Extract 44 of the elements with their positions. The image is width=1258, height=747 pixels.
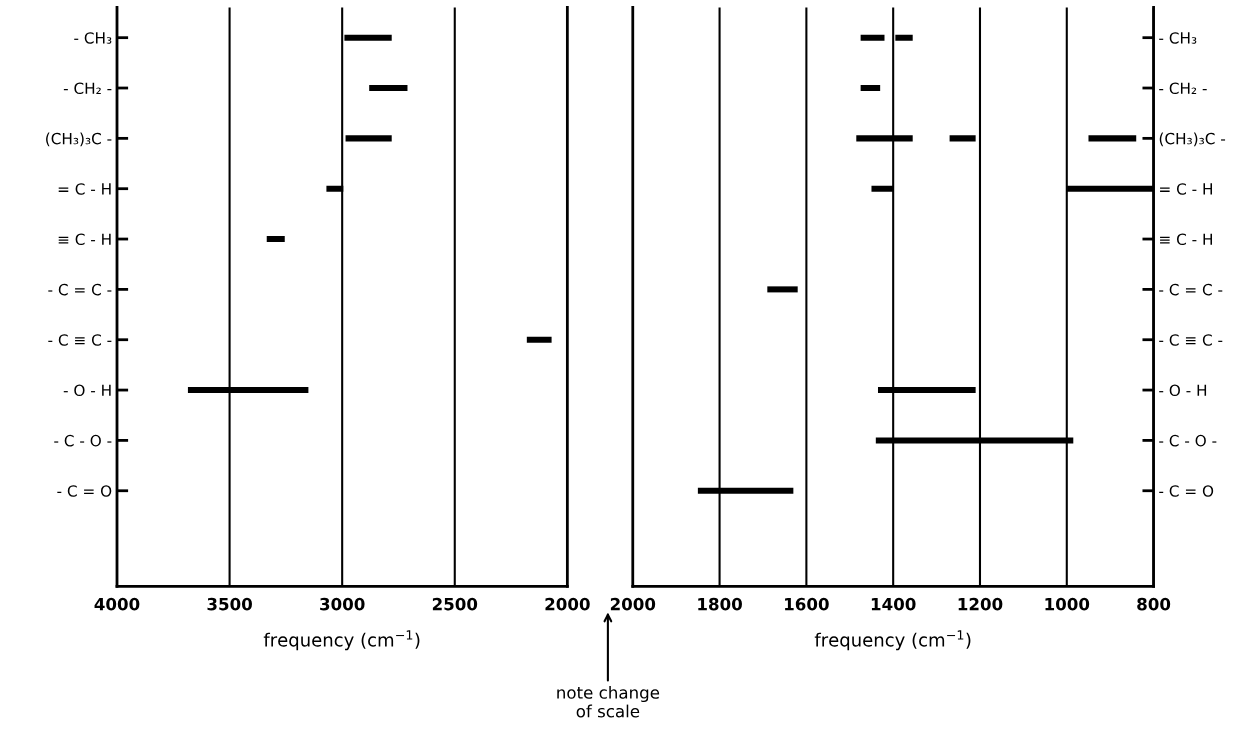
- y-tick-label: - C = C -: [48, 283, 112, 296]
- bar: [266, 236, 285, 243]
- text: note change of scale: [557, 685, 660, 718]
- y-tick-label: - CH₂ -: [63, 82, 112, 95]
- y-tick-label: ≡ C - H: [1160, 233, 1212, 246]
- y-tick-label: - C - O -: [54, 434, 112, 447]
- y-tick-label: - C = O: [57, 485, 112, 497]
- y-tick-label: - C = C -: [1159, 283, 1223, 296]
- y-tick-label: - C = O: [1159, 485, 1214, 497]
- x-tick-label: 800: [1137, 597, 1171, 611]
- bar: [369, 85, 408, 92]
- y-tick-label: (CH₃)₃C -: [1159, 132, 1226, 147]
- y-tick-label: - O - H: [63, 384, 111, 397]
- x-tick-label: 2000: [545, 597, 590, 611]
- y-tick-label: = C - H: [1160, 183, 1212, 195]
- x-axis-title: frequency (cm$^{−1}$): [263, 630, 420, 651]
- bar: [949, 135, 976, 142]
- y-tick-label: - C ≡ C -: [48, 334, 112, 346]
- x-tick-label: 3000: [320, 597, 365, 611]
- x-tick-label: 1200: [958, 597, 1003, 611]
- x-tick-label: 3500: [207, 597, 252, 611]
- x-tick-label: 2500: [432, 597, 478, 611]
- y-tick-label: - O - H: [1159, 384, 1207, 397]
- bar: [1088, 135, 1137, 142]
- bar: [860, 34, 885, 41]
- y-tick-label: ≡ C - H: [58, 233, 111, 246]
- x-tick-label: 1800: [698, 597, 742, 611]
- x-tick-label: 1000: [1045, 597, 1090, 611]
- bar: [345, 135, 392, 142]
- x-axis-title: frequency (cm$^{−1}$): [814, 630, 971, 651]
- y-tick-label: = C - H: [58, 183, 111, 195]
- bar: [860, 85, 881, 92]
- bar: [526, 336, 552, 343]
- bar: [767, 286, 798, 293]
- y-tick-label: - C ≡ C -: [1159, 334, 1223, 346]
- y-tick-label: - C - O -: [1159, 434, 1217, 447]
- y-tick-label: (CH₃)₃C -: [46, 132, 112, 147]
- x-tick-label: 4000: [94, 597, 140, 611]
- y-tick-label: - CH₃: [1159, 32, 1197, 44]
- x-tick-label: 2000: [610, 597, 656, 611]
- y-tick-label: - CH₃: [74, 32, 112, 44]
- x-tick-label: 1600: [785, 597, 829, 611]
- y-tick-label: - CH₂ -: [1159, 82, 1207, 95]
- x-tick-label: 1400: [871, 597, 916, 611]
